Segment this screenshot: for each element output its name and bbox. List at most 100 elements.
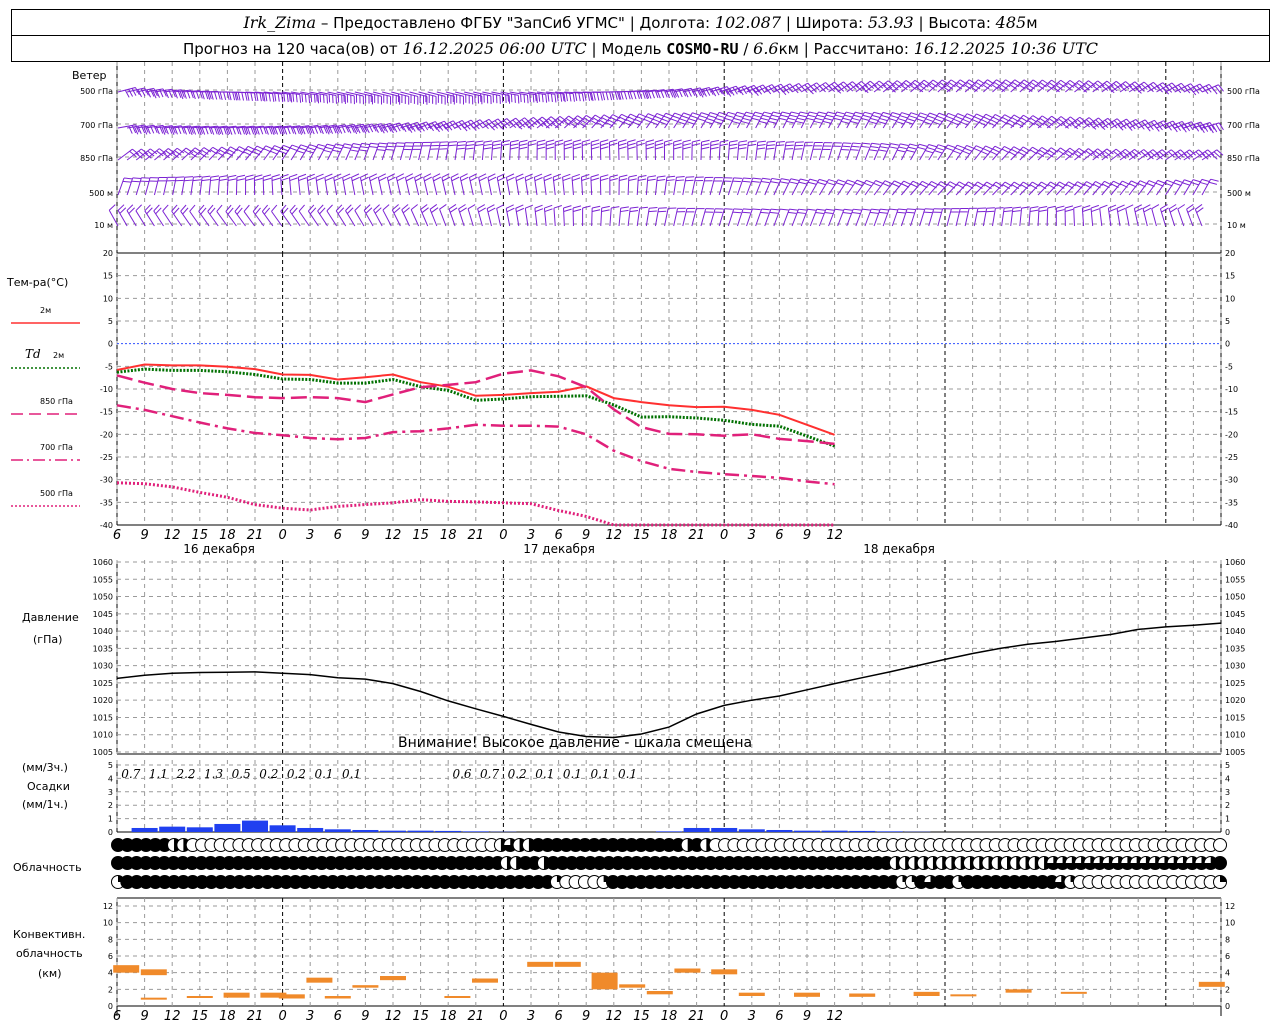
wind-barb-feather xyxy=(738,147,747,150)
wind-barb-feather xyxy=(1168,151,1175,158)
wind-barb xyxy=(809,209,818,227)
wind-barb-feather xyxy=(896,211,906,214)
precip-bar xyxy=(269,825,296,832)
wind-barb-feather xyxy=(701,139,710,143)
wind-barb-feather xyxy=(853,114,862,118)
wind-barb-feather xyxy=(1166,179,1175,184)
wind-barb-feather xyxy=(268,93,271,102)
wind-barb-feather xyxy=(995,207,1004,209)
wind-barb-feather xyxy=(905,80,914,86)
wind-barb-feather xyxy=(527,121,535,128)
wind-barb-feather xyxy=(323,149,332,153)
wind-barb-feather xyxy=(1153,81,1160,89)
wind-barb-feather xyxy=(1069,147,1077,154)
wind-barb-feather xyxy=(200,207,207,215)
wind-barb-feather xyxy=(645,139,655,143)
wind-barb-feather xyxy=(1058,118,1066,125)
wind-barb-feather xyxy=(344,143,353,146)
wind-barb-feather xyxy=(1160,204,1168,210)
wind-barb-feather xyxy=(194,147,203,153)
wind-barb-feather xyxy=(562,92,565,101)
wind-barb xyxy=(464,91,482,97)
wind-barb-feather xyxy=(345,204,352,211)
time-tick-label: 12 xyxy=(826,528,843,543)
wind-barb-feather xyxy=(852,142,861,145)
lon-value: 102.087 xyxy=(714,13,782,32)
wind-barb-feather xyxy=(1003,210,1012,213)
wind-barb-feather xyxy=(953,150,962,155)
wind-barb-feather xyxy=(964,147,973,152)
wind-barb-feather xyxy=(718,111,728,116)
wind-barb-feather xyxy=(1099,204,1108,209)
wind-barb-feather xyxy=(909,84,917,91)
wind-barb xyxy=(399,142,406,161)
wind-barb-feather xyxy=(192,179,202,182)
wind-barb-feather xyxy=(841,145,851,148)
wind-barb-feather xyxy=(442,176,451,182)
wind-barb-feather xyxy=(994,113,1003,119)
wind-barb-feather xyxy=(1115,80,1123,87)
wind-barb-feather xyxy=(928,143,937,148)
wind-barb-feather xyxy=(844,208,853,211)
time-tick-label: 12 xyxy=(826,1009,843,1024)
wind-barb-feather xyxy=(369,176,378,182)
wind-barb-feather xyxy=(673,139,682,143)
wind-barb-feather xyxy=(1180,149,1187,156)
wind-level-left: 500 гПа xyxy=(80,87,113,96)
wind-barb-feather xyxy=(429,204,438,210)
conv-tick-right: 0 xyxy=(1225,1002,1230,1011)
wind-barb-feather xyxy=(1128,153,1136,160)
wind-barb xyxy=(135,210,146,227)
wind-barb-feather xyxy=(528,139,537,143)
wind-barb-feather xyxy=(888,86,896,93)
temp-tick-left: -40 xyxy=(100,521,113,530)
wind-barb-feather xyxy=(165,150,173,156)
wind-barb-feather xyxy=(627,142,636,146)
wind-barb-feather xyxy=(636,139,645,143)
conv-tick-right: 6 xyxy=(1225,952,1230,961)
wind-barb-feather xyxy=(1056,205,1065,209)
time-tick-label: 3 xyxy=(748,528,756,543)
wind-barb-feather xyxy=(1104,119,1112,127)
wind-barb-feather xyxy=(551,122,559,129)
wind-barb-feather xyxy=(591,139,600,143)
wind-barb-feather xyxy=(534,173,543,178)
wind-barb-feather xyxy=(683,112,692,117)
wind-barb-feather xyxy=(898,146,907,150)
wind-barb xyxy=(818,209,827,227)
wind-barb-feather xyxy=(1002,81,1011,88)
wind-barb-feather xyxy=(868,149,878,152)
pressure-tick-right: 1030 xyxy=(1225,662,1245,671)
wind-barb-feather xyxy=(790,178,799,181)
temp-series-t500 xyxy=(116,481,835,527)
wind-barb-feather xyxy=(161,126,166,135)
wind-barb-feather xyxy=(1088,148,1096,154)
time-tick-label: 12 xyxy=(606,1009,623,1024)
wind-barb-feather xyxy=(545,94,548,103)
wind-barb-feather xyxy=(795,120,804,124)
wind-barb-feather xyxy=(383,124,389,133)
wind-barb-feather xyxy=(754,111,764,115)
convective-bar xyxy=(794,992,820,997)
temp-tick-right: -15 xyxy=(1225,408,1238,417)
wind-barb xyxy=(700,141,703,161)
wind-barb-feather xyxy=(305,150,314,154)
wind-barb-feather xyxy=(234,204,241,212)
wind-barb-feather xyxy=(469,173,478,178)
wind-barb-feather xyxy=(280,204,287,212)
legend-prefix: Td xyxy=(25,347,41,361)
wind-barb-feather xyxy=(475,140,484,143)
wind-barb-feather xyxy=(583,92,587,101)
wind-barb-feather xyxy=(750,86,757,94)
wind-barb-feather xyxy=(900,84,908,91)
wind-barb-feather xyxy=(497,123,505,131)
wind-barb-feather xyxy=(1076,118,1084,125)
conv-tick-left: 10 xyxy=(103,919,113,928)
wind-barb-feather xyxy=(219,178,228,182)
wind-barb-feather xyxy=(649,207,658,209)
wind-barb-feather xyxy=(1204,151,1212,158)
wind-barb-feather xyxy=(885,82,893,89)
wind-barb-feather xyxy=(724,117,733,122)
wind-barb xyxy=(1037,207,1040,227)
wind-barb-feather xyxy=(1170,149,1178,156)
